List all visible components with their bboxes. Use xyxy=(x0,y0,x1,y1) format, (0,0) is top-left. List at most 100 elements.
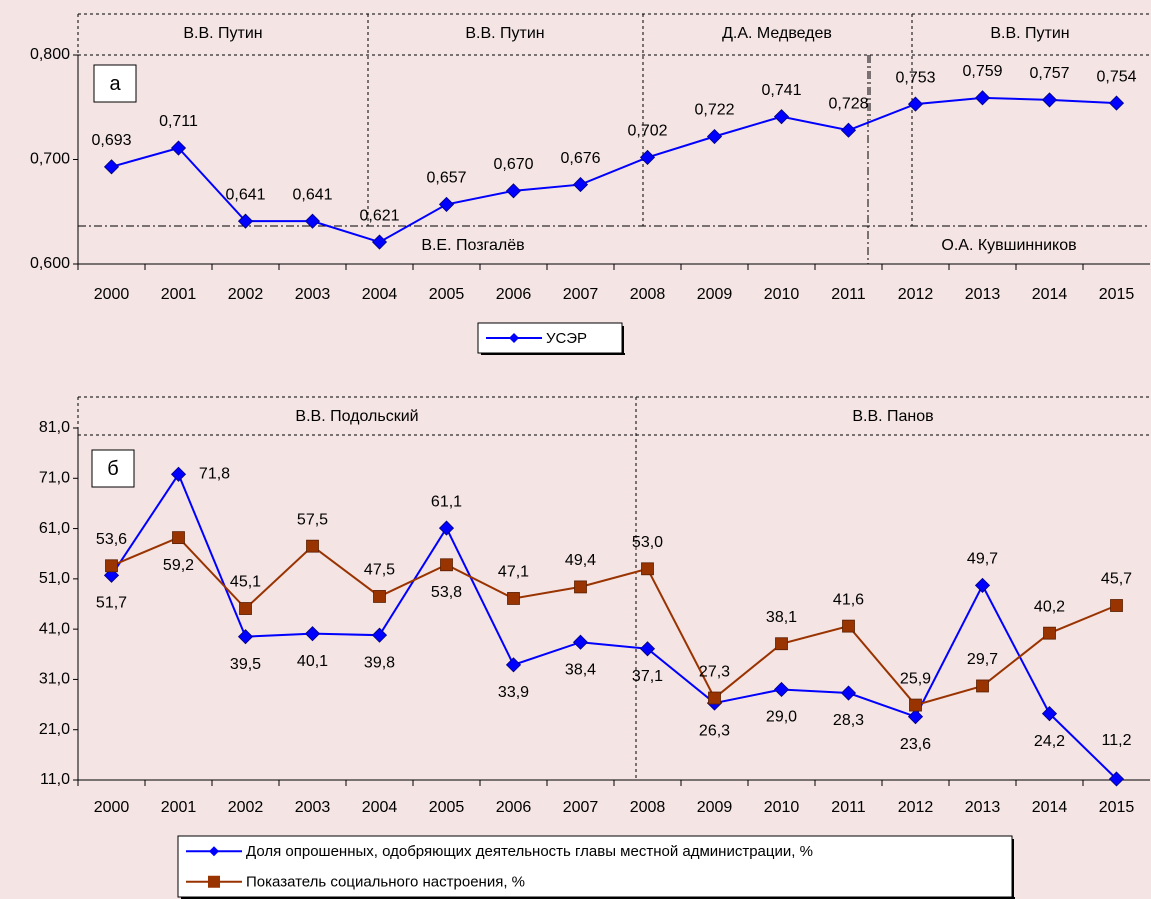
series-line xyxy=(110,472,1118,780)
data-label: 38,1 xyxy=(766,609,797,626)
legend-box xyxy=(177,835,1013,898)
annotation: В.В. Путин xyxy=(183,25,262,42)
data-label: 11,2 xyxy=(1102,732,1132,749)
panel-label: б xyxy=(107,458,118,480)
annotation: В.В. Путин xyxy=(990,25,1069,42)
data-point xyxy=(842,619,855,633)
data-point xyxy=(706,128,723,145)
x-tick-label: 2004 xyxy=(362,799,398,816)
data-label: 0,693 xyxy=(91,132,131,149)
x-tick-label: 2009 xyxy=(697,286,733,303)
x-tick-label: 2012 xyxy=(898,799,934,816)
x-tick-label: 2008 xyxy=(630,286,666,303)
data-point xyxy=(172,531,185,545)
data-label: 38,4 xyxy=(565,661,596,678)
data-label: 24,2 xyxy=(1034,733,1065,750)
data-label: 29,0 xyxy=(766,709,797,726)
x-tick-label: 2002 xyxy=(228,799,264,816)
annotation: О.А. Кувшинников xyxy=(941,237,1076,254)
annotation: Д.А. Медведев xyxy=(722,25,832,42)
x-tick-label: 2011 xyxy=(831,799,866,816)
x-tick-label: 2001 xyxy=(161,286,197,303)
data-label: 0,741 xyxy=(761,82,801,99)
data-label: 27,3 xyxy=(699,663,730,680)
x-tick-label: 2014 xyxy=(1032,799,1068,816)
data-point xyxy=(572,634,589,650)
data-point xyxy=(505,657,522,673)
x-tick-label: 2005 xyxy=(429,286,465,303)
panel-box xyxy=(93,64,137,103)
data-point xyxy=(1110,599,1123,612)
data-point xyxy=(574,580,587,594)
data-point xyxy=(974,90,991,106)
data-point xyxy=(639,149,656,165)
annotation: В.В. Подольский xyxy=(295,408,418,425)
legend-label: Доля опрошенных, одобряющих деятельность… xyxy=(246,843,813,860)
data-label: 61,1 xyxy=(431,493,462,510)
series-line xyxy=(111,536,1117,707)
data-label: 59,2 xyxy=(163,557,194,574)
data-point xyxy=(170,466,187,482)
data-label: 71,8 xyxy=(199,465,230,482)
data-point xyxy=(170,140,187,156)
x-tick-label: 2003 xyxy=(295,286,331,303)
y-tick-label: 0,600 xyxy=(30,255,70,272)
data-point xyxy=(708,691,721,705)
y-tick-label: 61,0 xyxy=(39,520,70,537)
x-tick-label: 2000 xyxy=(94,799,130,816)
x-tick-label: 2012 xyxy=(898,286,934,303)
panel-label: а xyxy=(109,73,121,95)
data-point xyxy=(1108,95,1125,111)
data-point xyxy=(371,627,388,643)
data-label: 0,753 xyxy=(895,69,935,86)
data-label: 0,728 xyxy=(828,95,868,112)
x-tick-label: 2002 xyxy=(228,286,264,303)
data-label: 51,7 xyxy=(96,595,127,612)
x-tick-label: 2014 xyxy=(1032,286,1068,303)
data-label: 57,5 xyxy=(297,511,328,528)
x-tick-label: 2009 xyxy=(697,799,733,816)
data-label: 47,5 xyxy=(364,562,395,579)
data-label: 0,754 xyxy=(1096,68,1136,85)
x-tick-label: 2013 xyxy=(965,799,1001,816)
data-label: 47,1 xyxy=(498,564,529,581)
x-tick-label: 2013 xyxy=(965,286,1001,303)
data-label: 0,641 xyxy=(225,186,265,203)
data-point xyxy=(639,641,656,657)
data-point xyxy=(907,96,924,112)
data-point xyxy=(641,562,654,576)
legend-label: УСЭР xyxy=(546,330,587,347)
series-line xyxy=(111,96,1117,244)
data-label: 37,1 xyxy=(632,668,663,685)
data-label: 0,702 xyxy=(627,123,667,140)
data-label: 53,8 xyxy=(431,584,462,601)
data-point xyxy=(237,629,254,645)
x-tick-label: 2011 xyxy=(831,286,866,303)
data-label: 45,7 xyxy=(1101,571,1132,588)
legend-marker xyxy=(209,846,219,857)
y-tick-label: 11,0 xyxy=(40,771,70,788)
data-point xyxy=(371,234,388,250)
y-tick-label: 51,0 xyxy=(39,570,70,587)
data-point xyxy=(438,196,455,213)
y-tick-label: 71,0 xyxy=(39,470,70,487)
legend-marker xyxy=(208,875,220,888)
x-tick-label: 2008 xyxy=(630,799,666,816)
data-point xyxy=(103,159,120,175)
data-point xyxy=(373,590,386,603)
data-label: 0,757 xyxy=(1029,65,1069,82)
x-tick-label: 2010 xyxy=(764,286,800,303)
data-label: 40,1 xyxy=(297,653,328,670)
x-tick-label: 2007 xyxy=(563,799,599,816)
data-label: 0,657 xyxy=(426,170,466,187)
data-label: 53,0 xyxy=(632,534,663,551)
data-point xyxy=(907,709,924,725)
x-tick-label: 2006 xyxy=(496,286,532,303)
data-label: 0,676 xyxy=(560,150,600,167)
x-tick-label: 2015 xyxy=(1099,799,1135,816)
annotation: В.В. Путин xyxy=(465,25,544,42)
data-point xyxy=(103,567,120,583)
data-label: 0,621 xyxy=(359,207,399,224)
x-tick-label: 2001 xyxy=(161,799,197,816)
